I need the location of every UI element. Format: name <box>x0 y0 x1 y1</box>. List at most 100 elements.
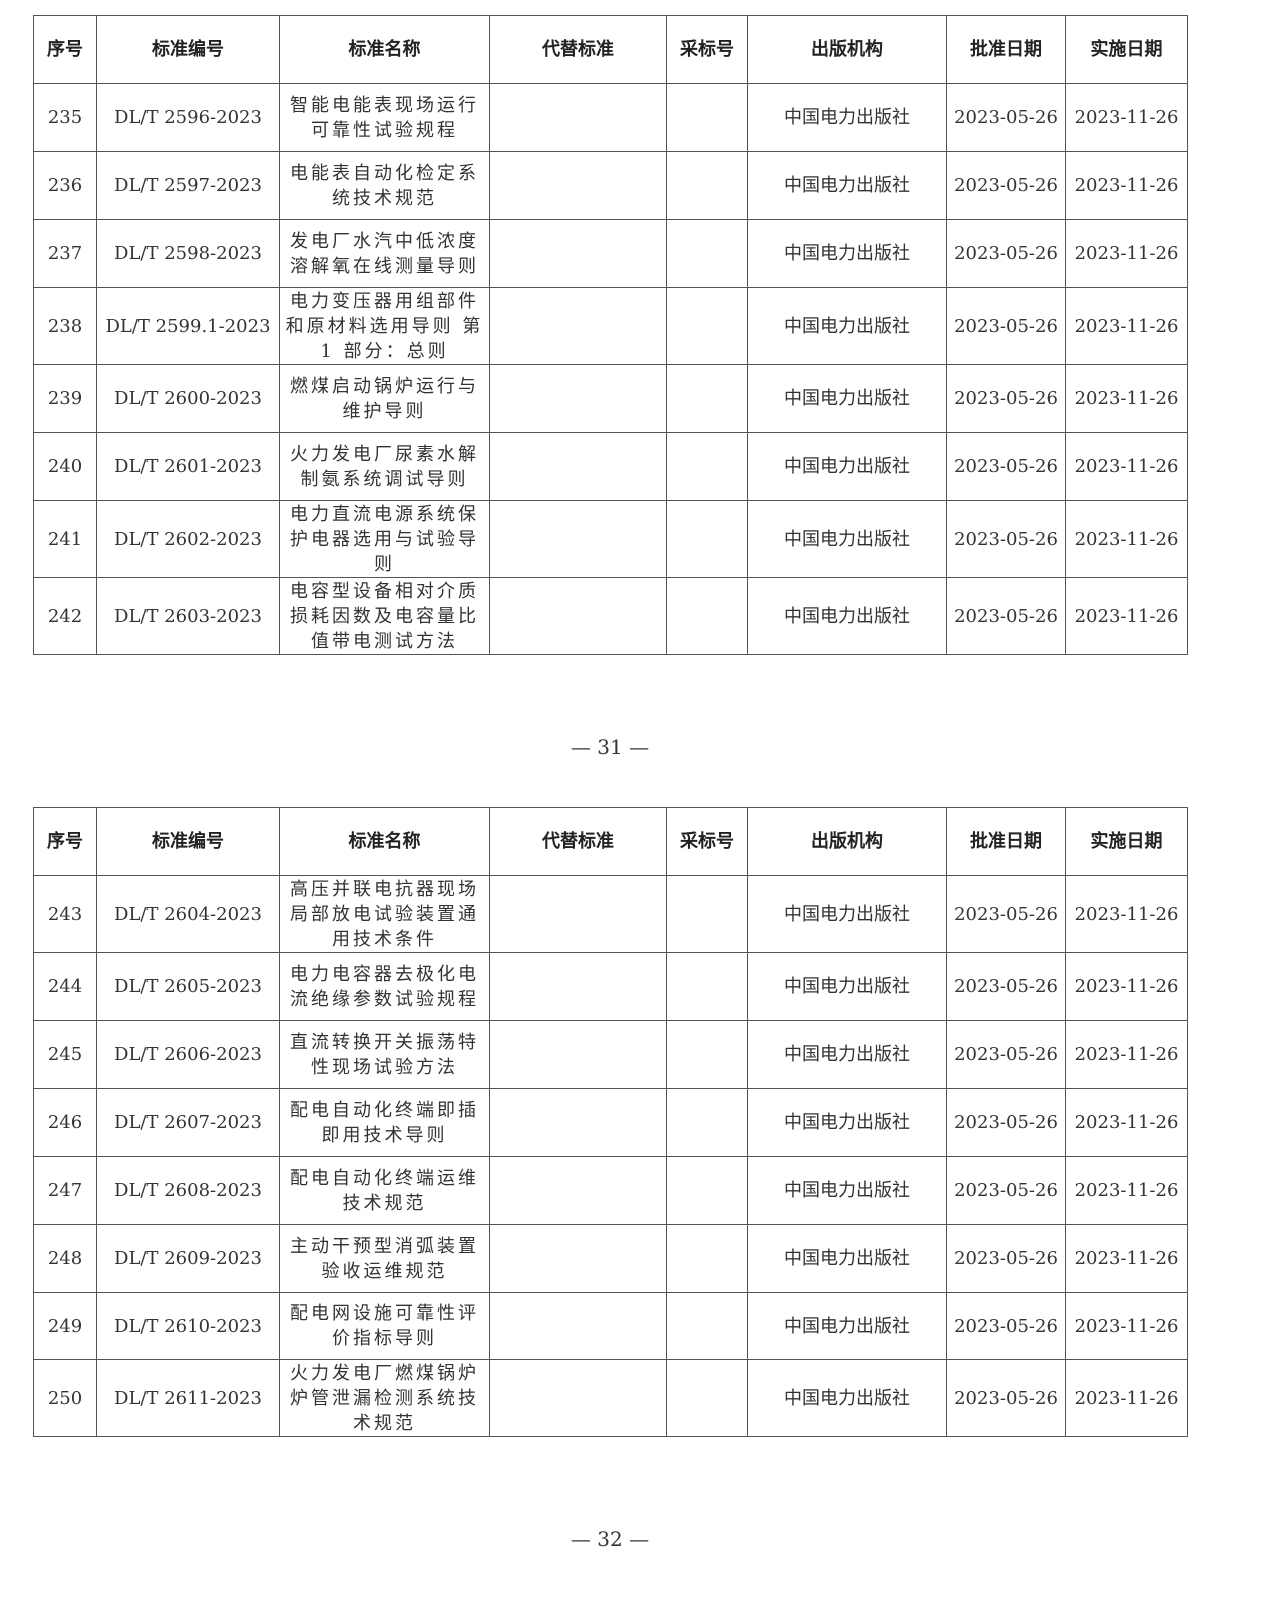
cell-publisher: 中国电力出版社 <box>747 432 947 501</box>
cell-effective-date: 2023-11-26 <box>1065 500 1188 578</box>
table-row: 239 DL/T 2600-2023 燃煤启动锅炉运行与 维护导则 中国电力出版社 20… <box>33 364 1188 433</box>
cell-serial-number: 249 <box>33 1292 97 1360</box>
cell-approval-date: 2023-05-26 <box>946 151 1066 220</box>
cell-approval-date: 2023-05-26 <box>946 1292 1066 1360</box>
cell-standard-code: DL/T 2596-2023 <box>96 83 280 152</box>
column-header-adopted-standard: 采标号 <box>666 807 748 876</box>
table-row: 240 DL/T 2601-2023 火力发电厂尿素水解 制氨系统调试导则 中国电力出… <box>33 432 1188 501</box>
cell-publisher: 中国电力出版社 <box>747 287 947 365</box>
cell-standard-code: DL/T 2600-2023 <box>96 364 280 433</box>
cell-effective-date: 2023-11-26 <box>1065 1224 1188 1293</box>
cell-standard-name: 直流转换开关振荡特 性现场试验方法 <box>279 1020 490 1089</box>
cell-adopted-standard <box>666 364 748 433</box>
cell-serial-number: 248 <box>33 1224 97 1293</box>
table-row: 247 DL/T 2608-2023 配电自动化终端运维 技术规范 中国电力出版社 20… <box>33 1156 1188 1225</box>
cell-standard-name: 主动干预型消弧装置 验收运维规范 <box>279 1224 490 1293</box>
cell-replaced-standard <box>489 1088 667 1157</box>
standards-table-page-31: 序号 标准编号 标准名称 代替标准 采标号 出版机构 批准日期 实施日期 235 DL/T 25… <box>33 15 1188 655</box>
cell-adopted-standard <box>666 83 748 152</box>
column-header-effective-date: 实施日期 <box>1065 807 1188 876</box>
table-row: 238 DL/T 2599.1-2023 电力变压器用组部件 和原材料选用导则 第 … <box>33 287 1188 365</box>
table-header-row: 序号 标准编号 标准名称 代替标准 采标号 出版机构 批准日期 实施日期 <box>33 15 1188 84</box>
cell-serial-number: 237 <box>33 219 97 288</box>
cell-adopted-standard <box>666 1224 748 1293</box>
cell-publisher: 中国电力出版社 <box>747 1359 947 1437</box>
cell-publisher: 中国电力出版社 <box>747 219 947 288</box>
cell-standard-name: 智能电能表现场运行 可靠性试验规程 <box>279 83 490 152</box>
cell-adopted-standard <box>666 151 748 220</box>
cell-serial-number: 238 <box>33 287 97 365</box>
table-row: 241 DL/T 2602-2023 电力直流电源系统保 护电器选用与试验导 则 中国… <box>33 500 1188 578</box>
cell-publisher: 中国电力出版社 <box>747 1156 947 1225</box>
cell-standard-code: DL/T 2598-2023 <box>96 219 280 288</box>
cell-standard-code: DL/T 2607-2023 <box>96 1088 280 1157</box>
cell-standard-code: DL/T 2604-2023 <box>96 875 280 953</box>
cell-replaced-standard <box>489 875 667 953</box>
cell-effective-date: 2023-11-26 <box>1065 287 1188 365</box>
cell-publisher: 中国电力出版社 <box>747 1292 947 1360</box>
cell-replaced-standard <box>489 287 667 365</box>
cell-standard-code: DL/T 2601-2023 <box>96 432 280 501</box>
column-header-standard-name: 标准名称 <box>279 15 490 84</box>
cell-standard-name: 高压并联电抗器现场 局部放电试验装置通 用技术条件 <box>279 875 490 953</box>
cell-publisher: 中国电力出版社 <box>747 151 947 220</box>
cell-effective-date: 2023-11-26 <box>1065 577 1188 655</box>
cell-effective-date: 2023-11-26 <box>1065 1359 1188 1437</box>
cell-serial-number: 250 <box>33 1359 97 1437</box>
cell-effective-date: 2023-11-26 <box>1065 219 1188 288</box>
cell-publisher: 中国电力出版社 <box>747 364 947 433</box>
column-header-publisher: 出版机构 <box>747 15 947 84</box>
cell-standard-code: DL/T 2599.1-2023 <box>96 287 280 365</box>
cell-serial-number: 244 <box>33 952 97 1021</box>
cell-effective-date: 2023-11-26 <box>1065 952 1188 1021</box>
cell-effective-date: 2023-11-26 <box>1065 875 1188 953</box>
cell-publisher: 中国电力出版社 <box>747 500 947 578</box>
cell-replaced-standard <box>489 83 667 152</box>
cell-adopted-standard <box>666 287 748 365</box>
table-row: 244 DL/T 2605-2023 电力电容器去极化电 流绝缘参数试验规程 中国电力… <box>33 952 1188 1021</box>
cell-standard-name: 电容型设备相对介质 损耗因数及电容量比 值带电测试方法 <box>279 577 490 655</box>
table-row: 236 DL/T 2597-2023 电能表自动化检定系 统技术规范 中国电力出版社 2… <box>33 151 1188 220</box>
column-header-replaced-standard: 代替标准 <box>489 15 667 84</box>
column-header-serial-number: 序号 <box>33 807 97 876</box>
cell-standard-name: 电能表自动化检定系 统技术规范 <box>279 151 490 220</box>
cell-serial-number: 243 <box>33 875 97 953</box>
cell-effective-date: 2023-11-26 <box>1065 1088 1188 1157</box>
cell-replaced-standard <box>489 432 667 501</box>
cell-approval-date: 2023-05-26 <box>946 83 1066 152</box>
cell-approval-date: 2023-05-26 <box>946 1224 1066 1293</box>
cell-serial-number: 240 <box>33 432 97 501</box>
cell-adopted-standard <box>666 1359 748 1437</box>
column-header-adopted-standard: 采标号 <box>666 15 748 84</box>
column-header-standard-code: 标准编号 <box>96 807 280 876</box>
cell-replaced-standard <box>489 151 667 220</box>
table-row: 243 DL/T 2604-2023 高压并联电抗器现场 局部放电试验装置通 用技术… <box>33 875 1188 953</box>
cell-replaced-standard <box>489 219 667 288</box>
cell-adopted-standard <box>666 1292 748 1360</box>
cell-standard-code: DL/T 2606-2023 <box>96 1020 280 1089</box>
cell-standard-name: 电力变压器用组部件 和原材料选用导则 第 1 部分：总则 <box>279 287 490 365</box>
cell-adopted-standard <box>666 875 748 953</box>
table-header-row: 序号 标准编号 标准名称 代替标准 采标号 出版机构 批准日期 实施日期 <box>33 807 1188 876</box>
cell-standard-name: 配电自动化终端即插 即用技术导则 <box>279 1088 490 1157</box>
cell-effective-date: 2023-11-26 <box>1065 432 1188 501</box>
cell-adopted-standard <box>666 1156 748 1225</box>
cell-standard-code: DL/T 2605-2023 <box>96 952 280 1021</box>
table-row: 249 DL/T 2610-2023 配电网设施可靠性评 价指标导则 中国电力出版社 2… <box>33 1292 1188 1360</box>
cell-standard-code: DL/T 2597-2023 <box>96 151 280 220</box>
cell-serial-number: 242 <box>33 577 97 655</box>
cell-approval-date: 2023-05-26 <box>946 1088 1066 1157</box>
cell-effective-date: 2023-11-26 <box>1065 151 1188 220</box>
table-row: 242 DL/T 2603-2023 电容型设备相对介质 损耗因数及电容量比 值带电… <box>33 577 1188 655</box>
cell-publisher: 中国电力出版社 <box>747 875 947 953</box>
cell-standard-code: DL/T 2609-2023 <box>96 1224 280 1293</box>
cell-publisher: 中国电力出版社 <box>747 1224 947 1293</box>
cell-replaced-standard <box>489 500 667 578</box>
cell-serial-number: 236 <box>33 151 97 220</box>
cell-effective-date: 2023-11-26 <box>1065 83 1188 152</box>
table-row: 246 DL/T 2607-2023 配电自动化终端即插 即用技术导则 中国电力出版社… <box>33 1088 1188 1157</box>
column-header-publisher: 出版机构 <box>747 807 947 876</box>
table-row: 245 DL/T 2606-2023 直流转换开关振荡特 性现场试验方法 中国电力出版… <box>33 1020 1188 1089</box>
cell-adopted-standard <box>666 432 748 501</box>
cell-serial-number: 245 <box>33 1020 97 1089</box>
